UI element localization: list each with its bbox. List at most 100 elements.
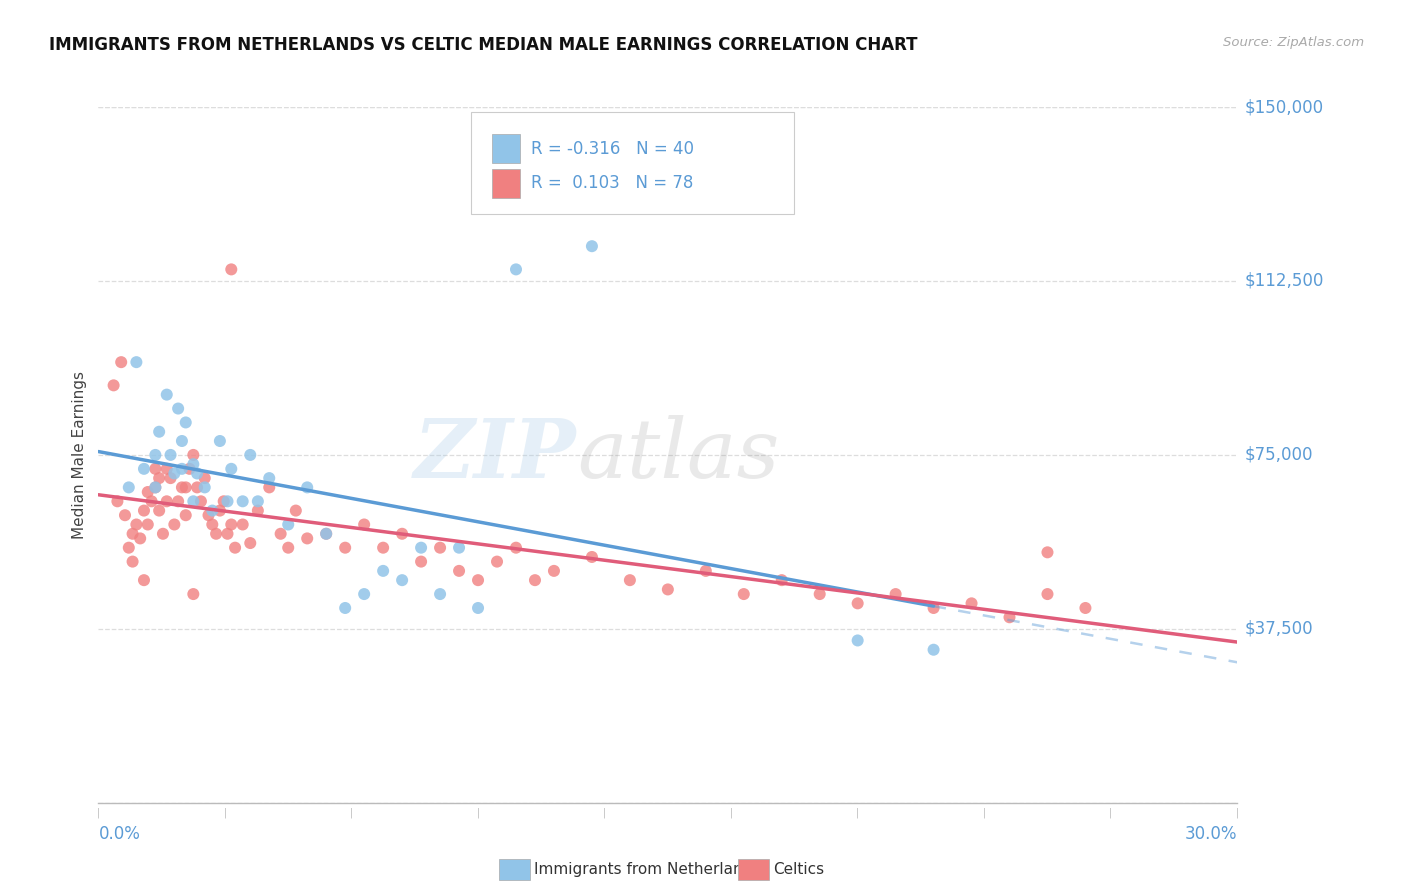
Point — [391, 573, 413, 587]
Point — [114, 508, 136, 523]
Y-axis label: Median Male Earnings: Median Male Earnings — [72, 371, 87, 539]
Text: $112,500: $112,500 — [1244, 272, 1323, 290]
Point — [208, 503, 231, 517]
Point — [221, 262, 243, 277]
Text: |: | — [856, 807, 859, 818]
Point — [145, 480, 167, 494]
Point — [170, 434, 193, 448]
Text: IMMIGRANTS FROM NETHERLANDS VS CELTIC MEDIAN MALE EARNINGS CORRELATION CHART: IMMIGRANTS FROM NETHERLANDS VS CELTIC ME… — [49, 36, 918, 54]
Point — [429, 541, 451, 555]
Point — [148, 471, 170, 485]
Point — [922, 601, 945, 615]
Point — [581, 239, 603, 253]
Point — [467, 601, 489, 615]
Point — [212, 494, 235, 508]
Point — [156, 462, 179, 476]
Point — [315, 526, 337, 541]
Point — [657, 582, 679, 597]
Point — [201, 503, 224, 517]
Point — [270, 526, 292, 541]
Point — [148, 503, 170, 517]
Point — [449, 541, 471, 555]
Point — [619, 573, 641, 587]
Text: Immigrants from Netherlands: Immigrants from Netherlands — [534, 863, 761, 877]
Point — [239, 448, 262, 462]
Point — [505, 541, 527, 555]
Point — [217, 494, 239, 508]
Text: R = -0.316   N = 40: R = -0.316 N = 40 — [531, 140, 695, 158]
Text: R =  0.103   N = 78: R = 0.103 N = 78 — [531, 175, 693, 193]
Point — [486, 555, 509, 569]
Text: |: | — [350, 807, 353, 818]
Point — [1036, 587, 1059, 601]
Point — [221, 462, 243, 476]
Point — [132, 462, 155, 476]
Point — [170, 480, 193, 494]
Point — [183, 448, 205, 462]
Point — [183, 457, 205, 471]
Point — [239, 536, 262, 550]
Point — [167, 401, 190, 416]
Point — [159, 471, 181, 485]
Point — [125, 355, 148, 369]
Point — [107, 494, 129, 508]
Point — [259, 480, 281, 494]
Point — [371, 564, 394, 578]
Point — [179, 462, 201, 476]
Point — [581, 549, 603, 564]
Point — [449, 564, 471, 578]
Point — [335, 541, 357, 555]
Point — [411, 555, 433, 569]
Text: 0.0%: 0.0% — [98, 825, 141, 843]
Point — [145, 480, 167, 494]
Point — [174, 508, 197, 523]
Point — [217, 526, 239, 541]
Point — [315, 526, 337, 541]
Point — [174, 480, 197, 494]
Point — [524, 573, 547, 587]
Text: |: | — [603, 807, 606, 818]
Text: |: | — [1109, 807, 1112, 818]
Text: atlas: atlas — [576, 415, 779, 495]
Point — [186, 480, 208, 494]
Text: |: | — [97, 807, 100, 818]
Point — [132, 503, 155, 517]
Point — [770, 573, 793, 587]
Point — [297, 532, 319, 546]
Point — [141, 494, 163, 508]
Point — [136, 485, 159, 500]
Point — [246, 494, 269, 508]
Text: $75,000: $75,000 — [1244, 446, 1313, 464]
Text: |: | — [730, 807, 733, 818]
Point — [505, 262, 527, 277]
Point — [194, 480, 217, 494]
Point — [183, 587, 205, 601]
Point — [246, 503, 269, 517]
Point — [733, 587, 755, 601]
Point — [186, 467, 208, 481]
Point — [1074, 601, 1097, 615]
Text: ZIP: ZIP — [415, 415, 576, 495]
Point — [197, 508, 219, 523]
Point — [353, 587, 375, 601]
Point — [232, 517, 254, 532]
Point — [190, 494, 212, 508]
Point — [183, 494, 205, 508]
Point — [129, 532, 152, 546]
Text: |: | — [983, 807, 986, 818]
Point — [846, 633, 869, 648]
Point — [156, 494, 179, 508]
Text: $150,000: $150,000 — [1244, 98, 1323, 116]
Point — [259, 471, 281, 485]
Point — [145, 462, 167, 476]
Point — [163, 517, 186, 532]
Point — [121, 555, 143, 569]
Text: |: | — [477, 807, 479, 818]
Point — [224, 541, 246, 555]
Point — [103, 378, 125, 392]
Point — [152, 526, 174, 541]
Point — [1036, 545, 1059, 559]
Point — [277, 541, 299, 555]
Point — [543, 564, 565, 578]
Point — [159, 448, 181, 462]
